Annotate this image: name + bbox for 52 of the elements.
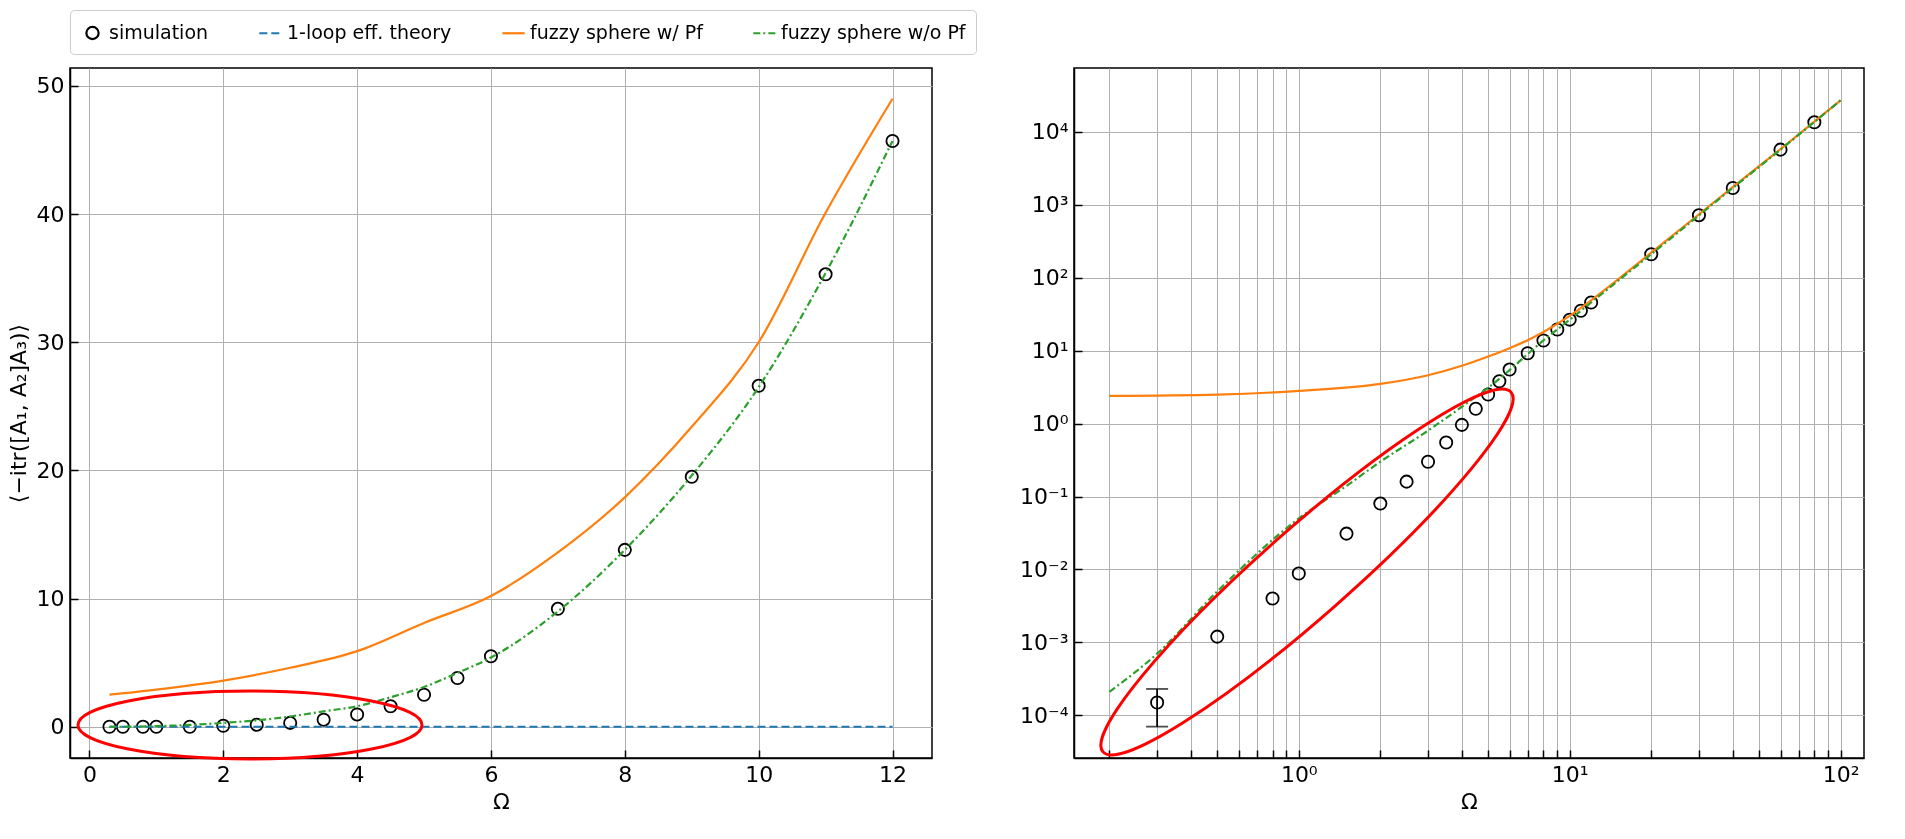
point (249, 717, 264, 732)
y-tick-label: 50 (36, 73, 65, 99)
y-tick-label: 10³ (1031, 192, 1069, 218)
x-tick-label: 10¹ (1551, 761, 1589, 787)
y-axis-title: ⟨−itr([A₁, A₂]A₃)⟩ (5, 323, 31, 504)
y-tick-label: 30 (36, 329, 65, 355)
x-tick-label: 12 (879, 761, 908, 787)
legend-label: simulation (109, 20, 209, 43)
x-tick-label: 10⁰ (1280, 761, 1318, 787)
x-axis-title: Ω (1461, 788, 1478, 814)
point (885, 134, 900, 149)
point (115, 719, 130, 734)
y-tick-label: 10⁴ (1031, 119, 1069, 145)
point (149, 719, 164, 734)
point (684, 469, 699, 484)
x-tick-label: 6 (484, 761, 499, 787)
x-tick-label: 4 (350, 761, 365, 787)
legend-label: fuzzy sphere w/ Pf (530, 21, 705, 44)
point (617, 542, 632, 557)
x-tick-label: 8 (618, 761, 633, 787)
point (483, 649, 498, 664)
y-tick-label: 10⁰ (1031, 411, 1069, 437)
point (135, 719, 150, 734)
point (283, 715, 298, 730)
y-tick-label: 10² (1031, 265, 1069, 291)
y-tick-label: 10⁻⁴ (1020, 702, 1069, 728)
point (216, 718, 231, 733)
point (818, 267, 833, 282)
point (383, 699, 398, 714)
legend-label: 1-loop eff. theory (287, 21, 452, 44)
y-tick-label: 40 (36, 201, 65, 227)
y-tick-label: 10¹ (1031, 338, 1069, 364)
point (417, 687, 432, 702)
y-tick-label: 10⁻¹ (1020, 484, 1069, 510)
y-tick-label: 0 (50, 714, 65, 740)
point (182, 719, 197, 734)
x-tick-label: 10² (1822, 761, 1860, 787)
x-tick-label: 0 (82, 761, 97, 787)
legend-label: fuzzy sphere w/o Pf (781, 21, 967, 44)
y-tick-label: 20 (36, 457, 65, 483)
point (350, 707, 365, 722)
y-tick-label: 10 (36, 586, 65, 612)
x-tick-label: 2 (216, 761, 231, 787)
y-tick-label: 10⁻² (1020, 556, 1069, 582)
x-tick-label: 10 (745, 761, 774, 787)
y-tick-label: 10⁻³ (1020, 629, 1069, 655)
point (316, 712, 331, 727)
point (102, 719, 117, 734)
point (450, 671, 465, 686)
point (550, 601, 565, 616)
point (751, 378, 766, 393)
x-axis-title: Ω (493, 788, 510, 814)
